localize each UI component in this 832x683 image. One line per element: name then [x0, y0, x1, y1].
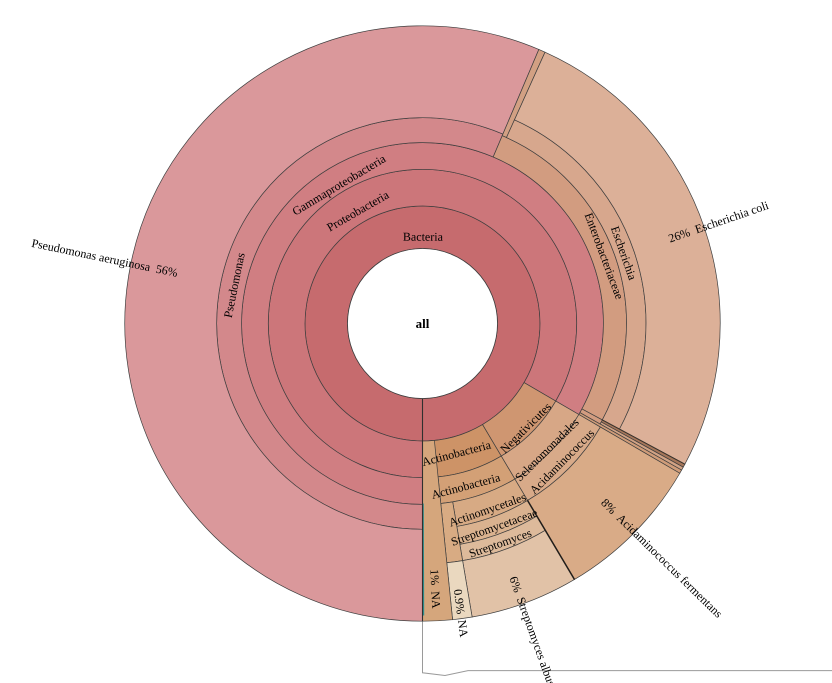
svg-text:0.9% NA: 0.9% NA — [451, 588, 471, 638]
svg-text:1% NA: 1% NA — [427, 569, 443, 609]
svg-text:all: all — [416, 316, 430, 331]
svg-text:Bacteria: Bacteria — [403, 230, 444, 244]
